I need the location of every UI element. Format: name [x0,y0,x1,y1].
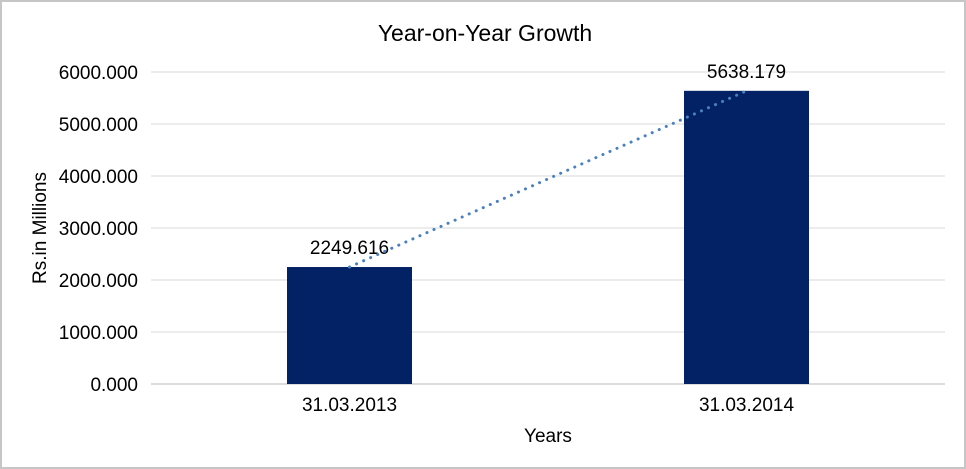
x-axis-title: Years [524,426,572,447]
plot-area: 0.000 1000.000 2000.000 3000.000 4000.000 500… [59,62,945,416]
y-tick-label: 6000.000 [59,63,138,84]
chart-title: Year-on-Year Growth [378,20,592,46]
x-tick-label: 31.03.2013 [302,395,397,416]
y-tick-label: 2000.000 [59,271,138,292]
bar [684,90,809,384]
y-tick-label: 1000.000 [59,323,138,344]
y-axis-title: Rs.in Millions [30,172,51,284]
x-tick-label: 31.03.2014 [699,395,795,416]
y-tick-label: 4000.000 [59,167,138,188]
y-tick-label: 3000.000 [59,219,138,240]
trendline [348,89,748,269]
data-label: 5638.179 [707,62,786,83]
bar [287,267,412,384]
y-tick-label: 0.000 [90,375,138,396]
y-tick-label: 5000.000 [59,115,138,136]
data-label: 2249.616 [310,238,389,259]
